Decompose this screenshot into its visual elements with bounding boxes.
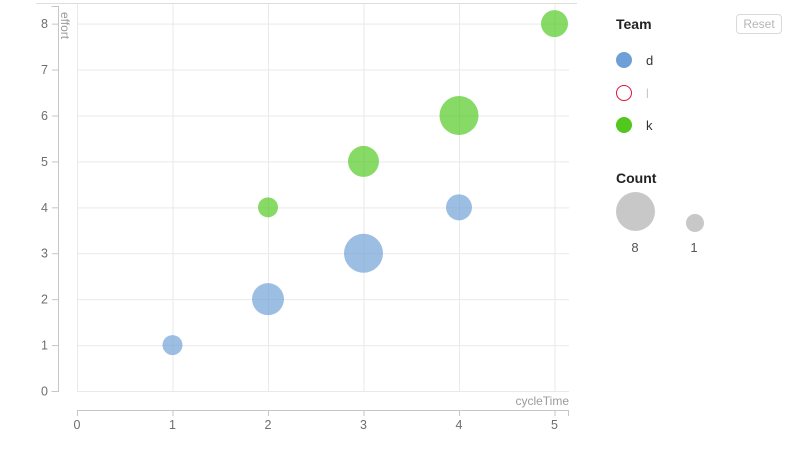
y-tick-label: 3	[41, 247, 48, 261]
y-tick-label: 2	[41, 293, 48, 307]
bubble-k-x2-y4[interactable]	[258, 197, 278, 218]
y-tick-label: 0	[41, 385, 48, 399]
legend-item-label: k	[646, 117, 653, 133]
bubble-d-x2-y2[interactable]	[252, 283, 284, 316]
y-tick-label: 1	[41, 339, 48, 353]
y-tick-label: 6	[41, 109, 48, 123]
bubble-k-x3-y5[interactable]	[348, 145, 379, 177]
y-tick-label: 5	[41, 155, 48, 169]
y-tick-label: 4	[41, 201, 48, 215]
bubble-d-x4-y4[interactable]	[446, 194, 472, 221]
x-tick-label: 3	[360, 418, 367, 432]
bubble-d-x1-y1[interactable]	[162, 335, 183, 356]
legend-item-label: d	[646, 52, 654, 68]
series-l-swatch-icon	[616, 85, 632, 101]
x-axis-title: cycleTime	[515, 394, 569, 408]
x-tick-label: 4	[456, 418, 463, 432]
x-tick-label: 0	[74, 418, 81, 432]
x-tick-label: 2	[265, 418, 272, 432]
bubble-k-x5-y8[interactable]	[541, 10, 568, 38]
legend-item-l[interactable]: l	[616, 85, 649, 101]
legend-item-k[interactable]: k	[616, 117, 653, 133]
size-legend-circle-large	[616, 192, 655, 231]
size-legend-value: 8	[631, 240, 639, 255]
legend-item-d[interactable]: d	[616, 52, 653, 68]
bubble-k-x4-y6[interactable]	[439, 95, 479, 135]
x-tick-label: 5	[551, 418, 558, 432]
y-tick-label: 7	[41, 63, 48, 77]
reset-button[interactable]: Reset	[736, 14, 782, 34]
size-legend-value: 1	[690, 240, 698, 255]
legend-item-label: l	[646, 85, 649, 101]
y-tick-label: 8	[41, 17, 48, 31]
size-legend-circle-small	[686, 214, 704, 232]
legend-panel: Team Reset d l k Count 8 1	[600, 0, 799, 451]
series-d-swatch-icon	[616, 52, 632, 68]
x-tick-label: 1	[169, 418, 176, 432]
series-legend-title: Team	[616, 16, 652, 32]
y-axis-line	[51, 6, 59, 392]
bubble-d-x3-y3[interactable]	[344, 233, 383, 273]
series-k-swatch-icon	[616, 117, 632, 133]
size-legend-title: Count	[616, 170, 657, 186]
bubble-chart: 0 1 2 3 4 5 6 7 8 effort 0 1 2 3 4 5 cycleTime	[36, 3, 577, 432]
y-axis-title: effort	[58, 12, 72, 40]
